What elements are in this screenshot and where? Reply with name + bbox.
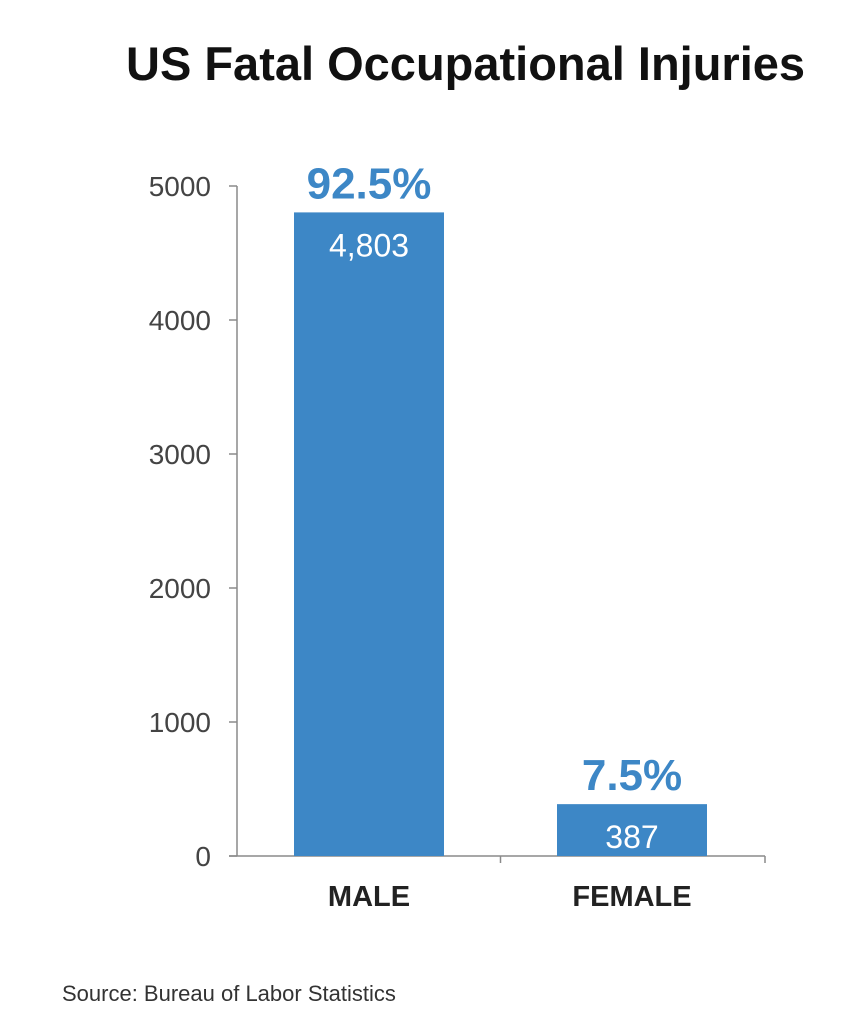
percent-label: 7.5%: [582, 751, 682, 800]
y-tick-label: 4000: [149, 305, 211, 336]
y-tick-label: 0: [195, 841, 211, 872]
y-tick-label: 3000: [149, 439, 211, 470]
percent-label: 92.5%: [307, 159, 432, 208]
bars: [294, 212, 707, 856]
y-axis: 0 1000 2000 3000 4000 5000: [149, 171, 238, 872]
y-tick-label: 5000: [149, 171, 211, 202]
category-label: MALE: [328, 881, 410, 913]
value-label: 387: [605, 819, 658, 855]
x-axis: MALE FEMALE: [229, 855, 766, 913]
source-note: Source: Bureau of Labor Statistics: [62, 981, 396, 1006]
value-label: 4,803: [329, 227, 409, 263]
y-tick-label: 2000: [149, 573, 211, 604]
bar: [294, 212, 444, 856]
chart-title: US Fatal Occupational Injuries: [126, 37, 805, 90]
bar: [557, 804, 707, 856]
y-tick-label: 1000: [149, 707, 211, 738]
bar-labels: 92.5% 4,803 7.5% 387: [307, 159, 683, 855]
category-label: FEMALE: [572, 881, 691, 913]
